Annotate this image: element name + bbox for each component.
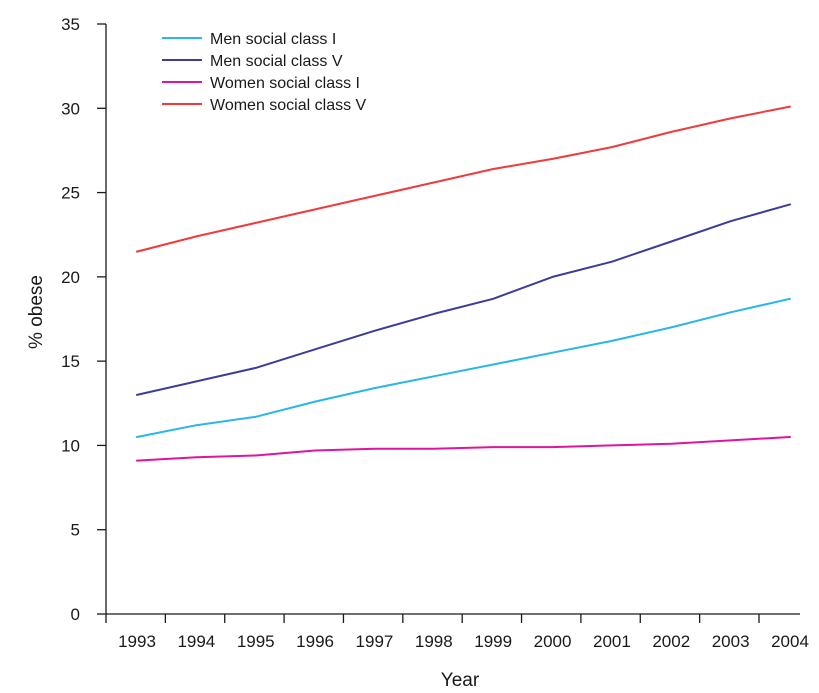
legend: Men social class I Men social class V Wome… bbox=[162, 31, 367, 114]
y-axis: 0 5 10 15 20 25 30 35 bbox=[61, 15, 107, 624]
x-tick-label: 1996 bbox=[296, 632, 334, 651]
x-tick-label: 2004 bbox=[771, 632, 809, 651]
x-tick-label: 2001 bbox=[593, 632, 631, 651]
legend-label: Women social class I bbox=[210, 75, 360, 92]
y-tick-label: 20 bbox=[61, 268, 80, 287]
y-tick-label: 15 bbox=[61, 352, 80, 371]
series-line-2 bbox=[136, 203, 791, 396]
x-tick-label: 1998 bbox=[415, 632, 453, 651]
y-tick-label: 10 bbox=[61, 436, 80, 455]
series-line-1 bbox=[136, 297, 791, 438]
y-tick-label: 0 bbox=[71, 605, 80, 624]
x-tick-label: 2003 bbox=[712, 632, 750, 651]
series-line-4 bbox=[136, 105, 791, 253]
x-tick-label: 1993 bbox=[118, 632, 156, 651]
x-tick-label: 2000 bbox=[534, 632, 572, 651]
legend-label: Men social class I bbox=[210, 31, 336, 48]
y-tick-label: 30 bbox=[61, 99, 80, 118]
x-axis: 1993 1994 1995 1996 1997 1998 1999 2000 2001 2002… bbox=[105, 613, 809, 651]
series-layer bbox=[136, 105, 791, 462]
y-tick-label: 25 bbox=[61, 184, 80, 203]
x-tick-label: 1997 bbox=[356, 632, 394, 651]
y-axis-title: % obese bbox=[26, 275, 47, 349]
legend-label: Women social class V bbox=[210, 97, 367, 114]
y-tick-label: 35 bbox=[61, 15, 80, 34]
x-tick-label: 1995 bbox=[237, 632, 275, 651]
x-tick-label: 1999 bbox=[474, 632, 512, 651]
x-tick-label: 2002 bbox=[652, 632, 690, 651]
series-line-3 bbox=[136, 436, 791, 462]
x-axis-title: Year bbox=[441, 670, 480, 691]
x-tick-label: 1994 bbox=[177, 632, 215, 651]
y-tick-label: 5 bbox=[71, 521, 80, 540]
legend-label: Men social class V bbox=[210, 53, 343, 70]
